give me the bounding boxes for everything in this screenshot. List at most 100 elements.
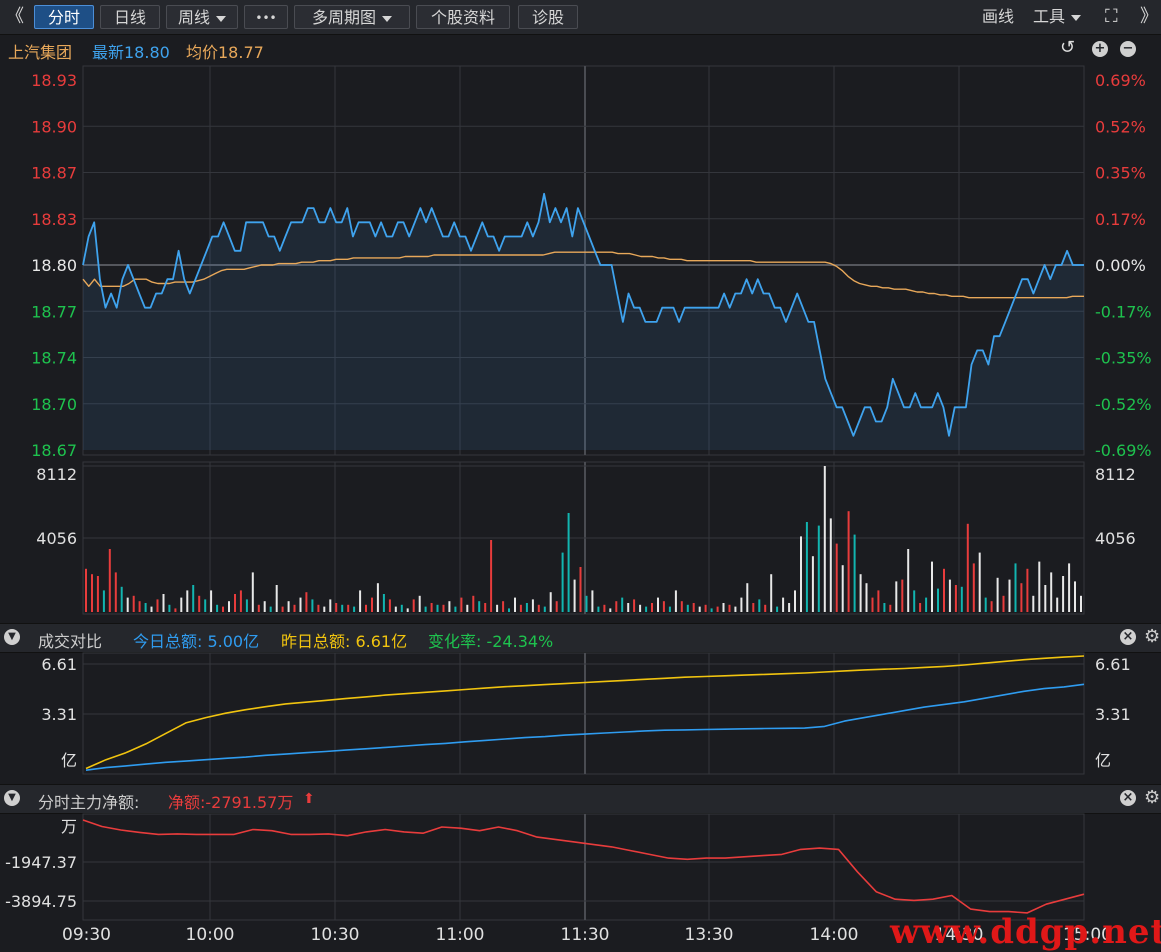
netflow-panel-frame (82, 813, 1085, 921)
volume-bar (740, 597, 743, 612)
tab-zhouxian[interactable]: 周线 (166, 5, 238, 29)
volume-bar (758, 599, 761, 612)
net-flow-line (82, 819, 1085, 914)
volume-bar (1044, 585, 1047, 612)
volume-bar (615, 601, 618, 612)
volume-bar (162, 594, 165, 612)
compare-tick-label: 3.31 (1095, 705, 1131, 724)
volume-compare-header: ▼ 成交对比 今日总额: 5.00亿 昨日总额: 6.61亿 变化率: -24.… (0, 623, 1161, 653)
volume-bar (120, 586, 123, 612)
draw-line-button[interactable]: 画线 (982, 7, 1015, 26)
volume-bar (871, 597, 874, 612)
percent-tick-label: 0.17% (1095, 210, 1146, 229)
gear-icon[interactable]: ⚙ (1144, 626, 1161, 647)
chevron-down-icon (216, 15, 226, 22)
volume-bar (847, 511, 850, 612)
compare-tick-label: 亿 (1095, 751, 1111, 770)
tools-button[interactable]: 工具 (1033, 5, 1082, 29)
panel-title: 成交对比 (38, 632, 103, 651)
undo-icon[interactable]: ↺ (1060, 37, 1076, 58)
volume-bar (436, 604, 439, 612)
volume-bar (156, 599, 159, 612)
volume-bar (245, 599, 248, 612)
netflow-tick-label: -1947.37 (5, 853, 77, 872)
price-tick-label: 18.83 (31, 210, 77, 229)
volume-bar (603, 604, 606, 612)
volume-bar (728, 604, 731, 612)
avg-price-line (82, 251, 1084, 299)
volume-bar (478, 601, 481, 612)
volume-bar (490, 540, 493, 612)
volume-bar (627, 603, 630, 612)
volume-bar (746, 583, 749, 612)
tab-fenshi[interactable]: 分时 (34, 5, 94, 29)
volume-bar (91, 574, 93, 612)
volume-bar (788, 603, 791, 612)
volume-bar (144, 603, 147, 612)
close-icon[interactable]: × (1120, 629, 1136, 645)
volume-bar (984, 597, 987, 612)
volume-bar (716, 606, 719, 612)
chevron-down-icon (382, 15, 392, 22)
volume-tick-label: 8112 (1095, 465, 1136, 484)
collapse-icon[interactable]: ▼ (4, 629, 20, 645)
volume-bar (800, 536, 802, 612)
netflow-tick-label: 万 (61, 817, 77, 836)
volume-bar (502, 601, 505, 612)
more-button[interactable]: ••• (244, 5, 288, 29)
collapse-icon[interactable]: ▼ (4, 790, 20, 806)
price-tick-label: 18.74 (31, 349, 77, 368)
yesterday-total-line (85, 655, 1085, 770)
average-price: 均价18.77 (186, 43, 264, 62)
volume-bar (901, 579, 904, 612)
volume-bar (591, 590, 594, 612)
zoom-in-icon[interactable]: + (1092, 41, 1108, 57)
volume-bar (889, 604, 892, 612)
net-amount: 净额:-2791.57万 (168, 793, 294, 812)
volume-bar (150, 606, 153, 612)
volume-tick-label: 4056 (1095, 529, 1136, 548)
volume-bar (1062, 576, 1065, 612)
volume-bar (645, 606, 648, 612)
compare-tick-label: 6.61 (41, 655, 77, 674)
multi-period-button[interactable]: 多周期图 (294, 5, 410, 29)
volume-bar (877, 590, 880, 612)
diagnose-button[interactable]: 诊股 (518, 5, 578, 29)
volume-bar (359, 590, 362, 612)
volume-bar (275, 585, 278, 612)
volume-bar (519, 604, 522, 612)
volume-bar (1068, 563, 1071, 612)
percent-tick-label: 0.00% (1095, 256, 1146, 275)
volume-bar (1014, 563, 1017, 612)
collapse-left-icon[interactable]: 《 (6, 6, 24, 27)
volume-bar (394, 606, 397, 612)
volume-bar (85, 568, 87, 612)
fullscreen-icon[interactable]: ⛶ (1105, 6, 1118, 27)
volume-bar (776, 606, 779, 612)
toolbar: 《 分时 日线 周线 ••• 多周期图 个股资料 诊股 画线 工具 ⛶ 》 (0, 0, 1161, 35)
volume-bar (704, 604, 707, 612)
volume-bar (734, 606, 737, 612)
volume-bar (639, 604, 642, 612)
percent-tick-label: -0.35% (1095, 349, 1152, 368)
volume-bar (698, 606, 701, 612)
volume-bar (895, 581, 898, 612)
time-tick-label: 11:00 (436, 925, 485, 945)
volume-bar (990, 601, 993, 612)
volume-bar (805, 522, 808, 612)
volume-bar (710, 608, 713, 612)
volume-bar (418, 595, 421, 612)
stock-info-button[interactable]: 个股资料 (416, 5, 510, 29)
volume-tick-label: 8112 (36, 465, 77, 484)
volume-bar (782, 597, 785, 612)
zoom-out-icon[interactable]: − (1120, 41, 1136, 57)
yesterday-total: 昨日总额: 6.61亿 (281, 632, 408, 651)
volume-bar (1080, 595, 1082, 612)
volume-bar (835, 543, 838, 612)
price-tick-label: 18.87 (31, 164, 77, 183)
close-icon[interactable]: × (1120, 790, 1136, 806)
collapse-right-icon[interactable]: 》 (1140, 6, 1158, 27)
gear-icon[interactable]: ⚙ (1144, 787, 1161, 808)
tab-rixian[interactable]: 日线 (100, 5, 160, 29)
